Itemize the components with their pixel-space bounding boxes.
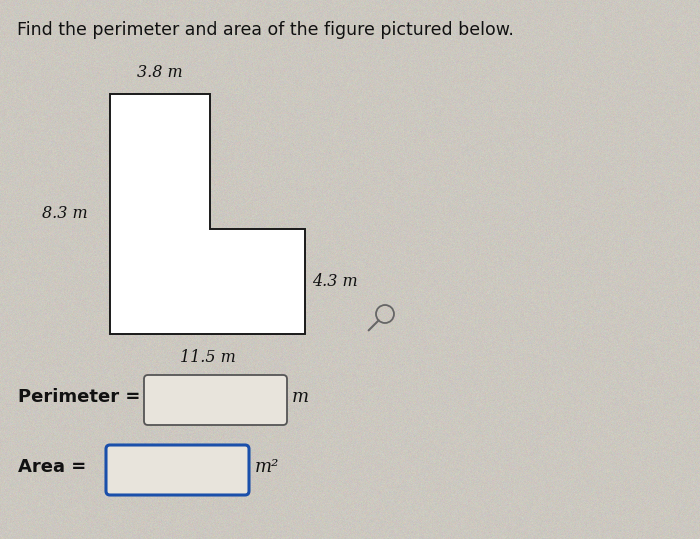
Text: Find the perimeter and area of the figure pictured below.: Find the perimeter and area of the figur… (17, 21, 514, 39)
Text: 8.3 m: 8.3 m (43, 205, 88, 223)
Text: m²: m² (255, 458, 279, 476)
Text: 4.3 m: 4.3 m (312, 273, 358, 290)
Polygon shape (110, 94, 305, 334)
Text: 3.8 m: 3.8 m (137, 64, 183, 81)
FancyBboxPatch shape (106, 445, 249, 495)
Text: Perimeter =: Perimeter = (18, 388, 141, 406)
Text: Area =: Area = (18, 458, 86, 476)
Text: 11.5 m: 11.5 m (180, 349, 235, 366)
FancyBboxPatch shape (144, 375, 287, 425)
Text: m: m (292, 388, 309, 406)
